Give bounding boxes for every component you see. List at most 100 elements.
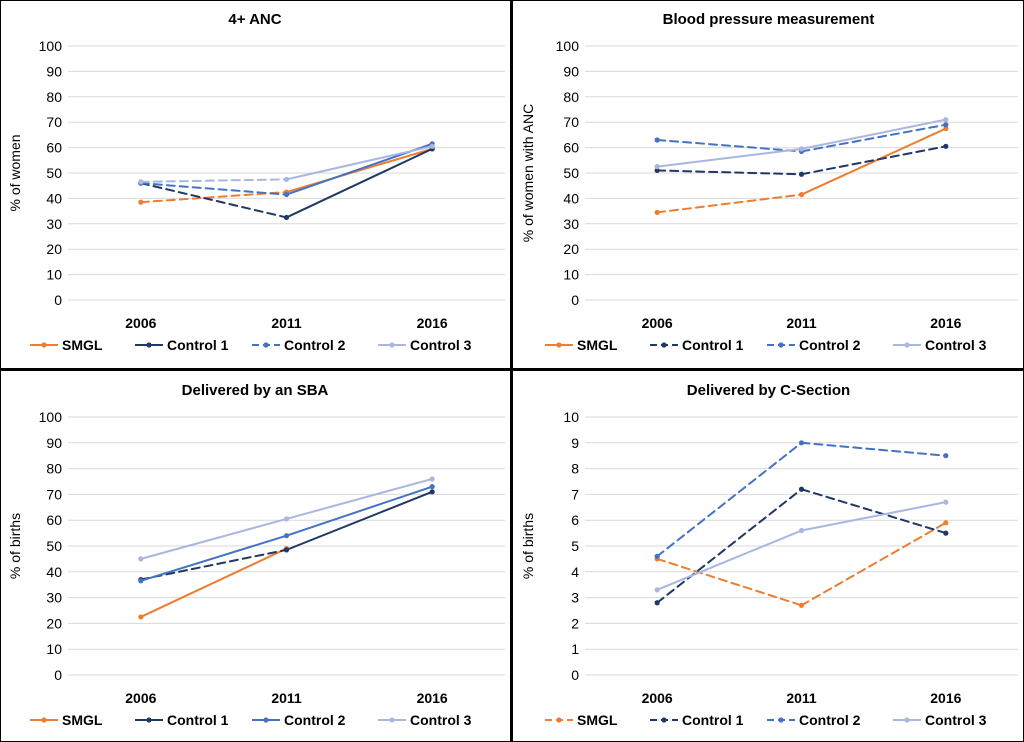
data-point (429, 143, 435, 149)
data-point (654, 137, 660, 143)
vertical-divider (510, 0, 513, 742)
series-control-2 (654, 440, 949, 559)
y-tick-label: 0 (571, 292, 579, 308)
y-tick-label: 40 (46, 190, 62, 206)
legend-item-control-2: Control 2 (252, 712, 346, 728)
data-point (654, 600, 660, 606)
y-tick-label: 50 (563, 165, 579, 181)
data-point (283, 214, 290, 221)
data-point (798, 486, 805, 492)
y-tick-label: 8 (571, 461, 579, 477)
y-tick-label: 3 (571, 590, 579, 606)
x-tick-label: 2016 (417, 690, 448, 706)
data-point (283, 176, 290, 182)
series-segment (800, 521, 947, 607)
data-point (654, 553, 660, 559)
data-point (943, 122, 949, 128)
x-tick-label: 2016 (930, 690, 961, 706)
legend-label: SMGL (577, 712, 618, 728)
series-control-3 (654, 117, 949, 170)
y-tick-label: 30 (563, 216, 579, 232)
series-segment (800, 127, 947, 196)
legend-label: Control 2 (799, 337, 861, 353)
legend-label: Control 1 (682, 712, 744, 728)
legend-marker (146, 717, 152, 723)
y-tick-label: 2 (571, 615, 579, 631)
data-point (654, 167, 660, 174)
legend-item-smgl: SMGL (545, 337, 618, 353)
legend-marker (778, 717, 784, 723)
data-point (798, 527, 805, 534)
y-tick-label: 7 (571, 486, 579, 502)
y-tick-label: 5 (571, 538, 579, 554)
data-point (138, 179, 144, 185)
horizontal-divider (0, 368, 1024, 371)
legend-item-control-1: Control 1 (650, 712, 744, 728)
legend-marker (263, 342, 269, 348)
series-segment (139, 182, 288, 196)
data-point (798, 191, 805, 198)
legend-label: Control 3 (925, 712, 987, 728)
series-segment (285, 145, 434, 181)
legend-item-smgl: SMGL (545, 712, 618, 728)
legend-marker (904, 717, 910, 723)
y-tick-label: 40 (563, 190, 579, 206)
legend-item-control-3: Control 3 (378, 337, 472, 353)
legend-marker (556, 342, 562, 348)
data-point (429, 476, 435, 482)
data-point (138, 199, 144, 205)
series-segment (285, 490, 434, 551)
series-segment (285, 147, 434, 194)
y-tick-label: 0 (54, 292, 62, 308)
data-point (798, 602, 805, 608)
x-tick-label: 2011 (786, 690, 817, 706)
legend-label: SMGL (62, 712, 103, 728)
series-segment (656, 441, 803, 558)
data-point (138, 614, 144, 620)
series-segment (285, 485, 434, 537)
data-point (429, 484, 435, 490)
data-point (429, 489, 435, 495)
series-control-1 (654, 486, 949, 606)
data-point (283, 191, 290, 198)
y-tick-label: 10 (46, 641, 62, 657)
legend-item-control-2: Control 2 (767, 337, 861, 353)
y-tick-label: 10 (46, 267, 62, 283)
legend-item-control-3: Control 3 (378, 712, 472, 728)
legend-item-smgl: SMGL (30, 712, 103, 728)
y-tick-label: 90 (46, 63, 62, 79)
chart-4-plus-anc: 4+ ANC 0 10 20 30 40 50 60 70 80 90 100 % of women 20… (0, 0, 510, 368)
y-tick-label: 50 (46, 165, 62, 181)
y-tick-label: 1 (571, 641, 579, 657)
chart-delivered-by-c-section: Delivered by C-Section 0 1 2 3 4 5 6 7 8 9 10 % of b… (513, 371, 1024, 742)
data-point (138, 556, 144, 562)
chart-svg: Delivered by an SBA 0 10 20 30 40 50 60 70 80 90 10… (7, 382, 505, 728)
data-point (654, 209, 660, 215)
legend-marker (263, 717, 269, 723)
data-point (943, 453, 949, 459)
x-tick-label: 2016 (417, 315, 448, 331)
y-tick-label: 30 (46, 590, 62, 606)
data-point (283, 547, 290, 553)
y-axis-label: % of births (520, 513, 536, 579)
legend-marker (146, 342, 152, 348)
series-segment (656, 138, 803, 153)
series-segment (800, 123, 947, 153)
legend-label: Control 2 (799, 712, 861, 728)
x-tick-label: 2006 (642, 690, 673, 706)
series-segment (800, 145, 947, 176)
series-segment (285, 477, 434, 520)
y-tick-label: 9 (571, 435, 579, 451)
chart-svg: 4+ ANC 0 10 20 30 40 50 60 70 80 90 100 % of women 20… (7, 11, 505, 353)
legend-label: Control 2 (284, 337, 346, 353)
legend-marker (556, 717, 562, 723)
data-point (943, 499, 949, 505)
data-point (283, 533, 290, 539)
data-point (943, 143, 949, 149)
series-control-2 (138, 484, 435, 584)
legend-item-smgl: SMGL (30, 337, 103, 353)
y-tick-label: 10 (563, 409, 579, 425)
data-point (654, 587, 660, 593)
series-segment (800, 118, 947, 150)
series-segment (656, 147, 803, 168)
